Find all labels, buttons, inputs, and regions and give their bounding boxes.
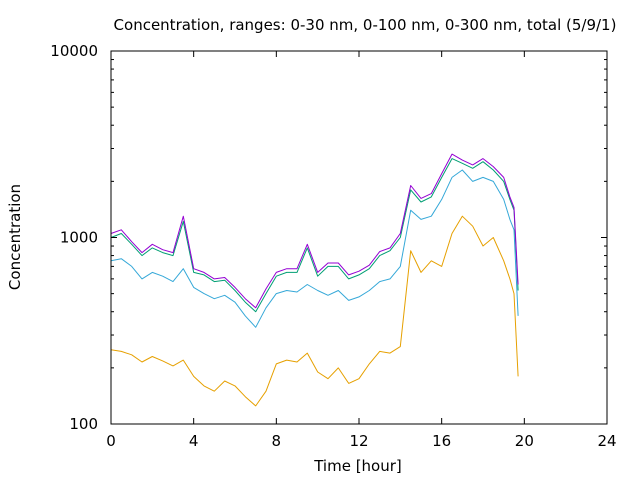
y-tick-label: 100 (69, 415, 98, 433)
plot-frame (110, 50, 608, 425)
chart-title: Concentration, ranges: 0-30 nm, 0-100 nm… (114, 16, 617, 34)
x-tick-label: 16 (432, 432, 451, 450)
x-tick-label: 24 (597, 432, 616, 450)
ticks-group: 0 4 8 12 16 20 24 100 1000 10000 (50, 42, 616, 450)
series-line-4 (110, 153, 519, 309)
series-group (110, 153, 519, 407)
x-tick-label: 12 (349, 432, 368, 450)
x-tick-label: 0 (106, 432, 116, 450)
y-axis-label: Concentration (6, 184, 24, 290)
x-tick-label: 8 (272, 432, 282, 450)
y-tick-label: 10000 (50, 42, 98, 60)
series-line-1 (110, 215, 519, 407)
x-axis-label: Time [hour] (313, 457, 402, 475)
x-tick-label: 4 (189, 432, 199, 450)
y-tick-label: 1000 (60, 229, 98, 247)
series-line-2 (110, 169, 519, 328)
x-tick-label: 20 (515, 432, 534, 450)
series-line-3 (110, 158, 519, 313)
